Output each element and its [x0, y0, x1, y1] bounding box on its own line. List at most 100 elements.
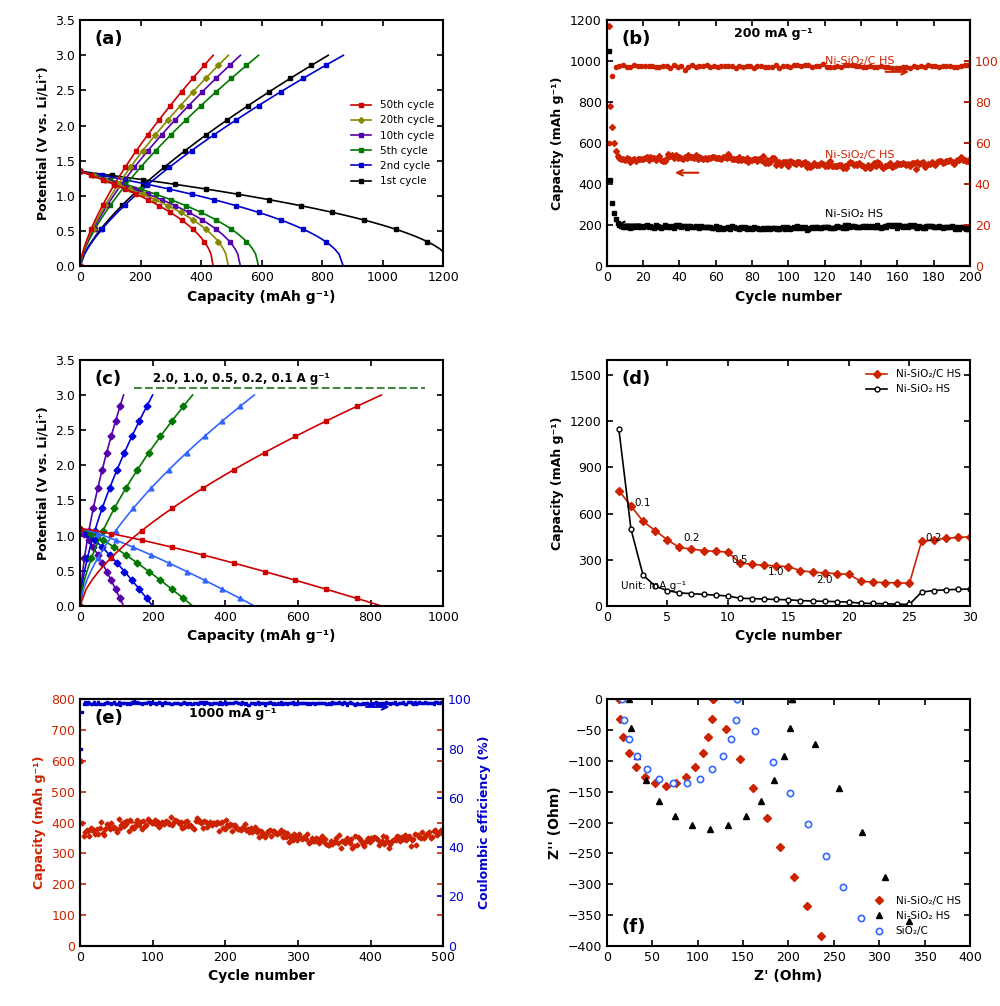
20th cycle [99, 199, 111, 211]
Ni-SiO₂/C HS [649, 524, 661, 536]
Ni-SiO₂ HS [722, 590, 734, 602]
Ni-SiO₂ HS [928, 584, 940, 597]
Ni-SiO₂/C HS [928, 534, 940, 546]
SiO₂/C [725, 732, 737, 744]
Ni-SiO₂ HS [903, 915, 915, 928]
Line: Ni-SiO₂ HS: Ni-SiO₂ HS [616, 427, 972, 607]
Ni-SiO₂/C HS [639, 771, 651, 783]
Ni-SiO₂ HS [784, 722, 796, 734]
2nd cycle [119, 199, 131, 211]
Ni-SiO₂/C HS [831, 567, 843, 579]
Ni-SiO₂/C HS [879, 576, 891, 589]
X-axis label: Capacity (mAh g⁻¹): Capacity (mAh g⁻¹) [187, 630, 336, 644]
SiO₂/C [641, 764, 653, 776]
Ni-SiO₂ HS [649, 579, 661, 592]
Y-axis label: Z'' (Ohm): Z'' (Ohm) [548, 787, 562, 859]
20th cycle [122, 165, 134, 177]
Ni-SiO₂ HS [891, 599, 903, 611]
SiO₂/C [767, 756, 779, 768]
SiO₂/C [837, 881, 849, 893]
1st cycle [322, 49, 334, 61]
Ni-SiO₂/C HS [698, 544, 710, 556]
Text: (a): (a) [95, 30, 123, 48]
X-axis label: Cycle number: Cycle number [735, 290, 842, 304]
Ni-SiO₂ HS [786, 693, 798, 705]
Ni-SiO₂/C HS [660, 780, 672, 792]
Ni-SiO₂ HS [734, 593, 746, 605]
X-axis label: Capacity (mAh g⁻¹): Capacity (mAh g⁻¹) [187, 290, 336, 304]
2nd cycle [163, 161, 175, 173]
1st cycle [116, 199, 128, 211]
Line: 10th cycle: 10th cycle [78, 53, 243, 269]
Ni-SiO₂/C HS [782, 560, 794, 572]
50th cycle [119, 161, 131, 173]
50th cycle [97, 199, 109, 211]
20th cycle [124, 161, 136, 173]
Ni-SiO₂ HS [778, 749, 790, 762]
Ni-SiO₂/C HS [828, 960, 840, 972]
20th cycle [117, 172, 129, 184]
Ni-SiO₂/C HS [625, 500, 637, 512]
SiO₂/C [873, 944, 885, 956]
Ni-SiO₂/C HS [801, 900, 813, 912]
Ni-SiO₂/C HS [697, 747, 709, 760]
10th cycle [234, 49, 246, 61]
2nd cycle [74, 261, 86, 273]
5th cycle [253, 49, 265, 61]
X-axis label: Cycle number: Cycle number [735, 630, 842, 644]
Line: 1st cycle: 1st cycle [78, 53, 330, 269]
5th cycle [125, 172, 137, 184]
Ni-SiO₂/C HS [807, 566, 819, 578]
Ni-SiO₂ HS [625, 523, 637, 535]
Legend: Ni-SiO₂/C HS, Ni-SiO₂ HS: Ni-SiO₂/C HS, Ni-SiO₂ HS [862, 365, 965, 398]
50th cycle [158, 108, 170, 120]
Ni-SiO₂ HS [786, 693, 798, 705]
SiO₂/C [717, 749, 729, 762]
Text: 2.0: 2.0 [816, 574, 833, 584]
Ni-SiO₂ HS [758, 593, 770, 605]
Text: 0.5: 0.5 [732, 555, 748, 565]
Ni-SiO₂ HS [843, 597, 855, 609]
Ni-SiO₂ HS [686, 820, 698, 832]
5th cycle [74, 261, 86, 273]
SiO₂/C [730, 713, 742, 725]
Ni-SiO₂ HS [640, 774, 652, 786]
Text: 1.0: 1.0 [768, 567, 785, 577]
Ni-SiO₂/C HS [689, 761, 701, 773]
Ni-SiO₂ HS [952, 583, 964, 596]
Text: (d): (d) [621, 369, 651, 387]
Text: (e): (e) [95, 709, 123, 727]
Ni-SiO₂ HS [710, 590, 722, 602]
Ni-SiO₂/C HS [673, 541, 685, 553]
Text: Unit: mA g⁻¹: Unit: mA g⁻¹ [621, 580, 686, 591]
SiO₂/C [731, 693, 743, 705]
10th cycle [115, 179, 127, 191]
1st cycle [146, 172, 158, 184]
Y-axis label: Capacity (mAh g⁻¹): Capacity (mAh g⁻¹) [33, 756, 46, 889]
Ni-SiO₂/C HS [819, 566, 831, 578]
10th cycle [74, 261, 86, 273]
Ni-SiO₂ HS [807, 595, 819, 607]
Ni-SiO₂ HS [879, 870, 891, 882]
50th cycle [207, 49, 219, 61]
Ni-SiO₂/C HS [649, 778, 661, 790]
Ni-SiO₂ HS [916, 586, 928, 599]
Ni-SiO₂ HS [685, 588, 697, 600]
Ni-SiO₂/C HS [952, 531, 964, 543]
Y-axis label: Potential (V vs. Li/Li⁺): Potential (V vs. Li/Li⁺) [37, 406, 50, 559]
Line: 2nd cycle: 2nd cycle [78, 53, 345, 269]
Ni-SiO₂ HS [926, 960, 938, 972]
Ni-SiO₂/C HS [794, 564, 806, 576]
Text: Ni-SiO₂ HS: Ni-SiO₂ HS [825, 209, 883, 219]
SiO₂/C [694, 773, 706, 785]
10th cycle [126, 165, 138, 177]
20th cycle [222, 49, 234, 61]
Y-axis label: Coulombic efficiency (%): Coulombic efficiency (%) [478, 735, 491, 909]
Ni-SiO₂ HS [768, 774, 780, 786]
1st cycle [154, 165, 166, 177]
Ni-SiO₂ HS [856, 826, 868, 838]
Text: (b): (b) [621, 30, 651, 48]
Y-axis label: Potential (V vs. Li/Li⁺): Potential (V vs. Li/Li⁺) [37, 66, 50, 220]
SiO₂/C [820, 850, 832, 862]
Ni-SiO₂/C HS [702, 730, 714, 742]
